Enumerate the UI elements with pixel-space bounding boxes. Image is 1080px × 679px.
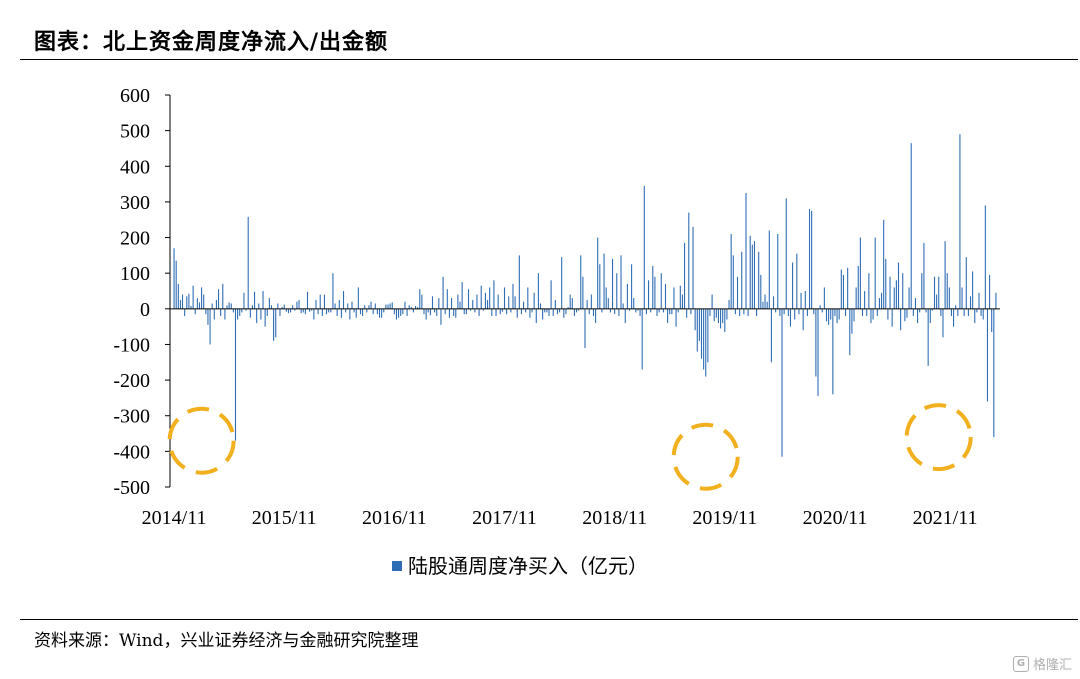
bottom-divider bbox=[20, 619, 1078, 620]
source-note: 资料来源：Wind，兴业证券经济与金融研究院整理 bbox=[34, 631, 419, 651]
x-tick-label: 2017/11 bbox=[472, 507, 537, 529]
y-axis-ticks: 600 500 400 300 200 100 0 -100 -200 -300 -400 -500 bbox=[113, 85, 170, 499]
watermark-logo-icon: G bbox=[1012, 655, 1029, 672]
top-divider bbox=[20, 59, 1078, 60]
x-tick-label: 2014/11 bbox=[142, 507, 207, 529]
watermark: G 格隆汇 bbox=[1012, 654, 1072, 673]
legend: 陆股通周度净买入（亿元） bbox=[392, 554, 648, 578]
x-tick-label: 2015/11 bbox=[252, 507, 317, 529]
bars-group bbox=[173, 134, 997, 457]
x-tick-label: 2020/11 bbox=[803, 507, 868, 529]
y-tick-label: 200 bbox=[120, 228, 150, 250]
x-tick-label: 2016/11 bbox=[362, 507, 427, 529]
x-tick-label: 2019/11 bbox=[692, 507, 757, 529]
y-tick-label: -500 bbox=[113, 477, 150, 499]
y-tick-label: 600 bbox=[120, 85, 150, 107]
watermark-text: 格隆汇 bbox=[1032, 658, 1072, 673]
y-tick-label: -300 bbox=[113, 406, 150, 428]
axes-group bbox=[169, 95, 1000, 487]
bar-chart: 6005004003002001000-100-200-300-400-500 … bbox=[113, 85, 1000, 578]
x-tick-label: 2021/11 bbox=[913, 507, 978, 529]
chart-caption: 图表：北上资金周度净流入/出金额 bbox=[34, 30, 389, 55]
legend-swatch bbox=[392, 561, 402, 571]
legend-label: 陆股通周度净买入（亿元） bbox=[408, 554, 648, 578]
y-tick-label: -100 bbox=[113, 334, 150, 356]
y-tick-label: 400 bbox=[120, 156, 150, 178]
y-tick-label: 100 bbox=[120, 263, 150, 285]
highlight-circles bbox=[167, 403, 973, 491]
y-tick-label: 500 bbox=[120, 121, 150, 143]
y-tick-label: 0 bbox=[140, 299, 150, 321]
highlight-circle bbox=[671, 422, 740, 491]
highlight-circle bbox=[904, 403, 973, 472]
x-axis-ticks: 2014/11 2015/11 2016/11 2017/11 2018/11 2019/… bbox=[142, 507, 978, 529]
y-tick-label: -200 bbox=[113, 370, 150, 392]
x-tick-label: 2018/11 bbox=[582, 507, 647, 529]
y-tick-label: -400 bbox=[113, 441, 150, 463]
highlight-circle bbox=[167, 406, 236, 475]
y-tick-label: 300 bbox=[120, 192, 150, 214]
